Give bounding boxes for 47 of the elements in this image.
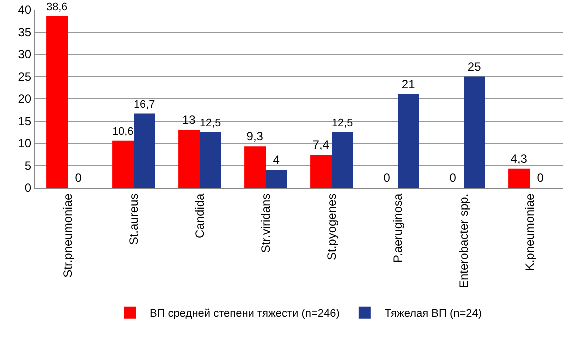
data-label: 10,6 bbox=[112, 126, 134, 138]
bar bbox=[332, 132, 354, 188]
x-tick-label: Str.pneumoniae bbox=[60, 193, 75, 278]
bar bbox=[178, 130, 200, 188]
data-label: 0 bbox=[537, 171, 544, 185]
y-tick-label: 5 bbox=[24, 158, 32, 173]
data-label: 21 bbox=[402, 78, 416, 92]
bar bbox=[112, 140, 134, 188]
x-tick-label: Str.viridans bbox=[258, 194, 273, 254]
data-label: 9,3 bbox=[246, 130, 264, 144]
y-tick-label: 10 bbox=[18, 136, 32, 151]
y-tick-label: 15 bbox=[18, 114, 32, 128]
data-label: 0 bbox=[450, 171, 457, 185]
bar bbox=[398, 94, 420, 188]
x-tick-label: Candida bbox=[192, 193, 207, 239]
y-tick-label: 40 bbox=[18, 3, 32, 18]
data-label: 4,3 bbox=[510, 152, 528, 166]
data-label: 25 bbox=[468, 60, 482, 74]
x-tick-label: K.pneumoniae bbox=[522, 193, 537, 272]
x-tick-label: Enterobacter spp. bbox=[456, 194, 471, 289]
x-tick-label: St.pyogenes bbox=[324, 194, 339, 261]
bar bbox=[266, 170, 288, 188]
data-label: 12,5 bbox=[332, 118, 354, 130]
legend-label: Тяжелая ВП (n=24) bbox=[384, 308, 482, 320]
bar bbox=[244, 146, 266, 188]
data-label: 13 bbox=[182, 113, 196, 128]
data-label: 0 bbox=[384, 171, 391, 185]
data-label: 7,4 bbox=[312, 138, 330, 152]
data-label: 16,7 bbox=[134, 98, 156, 111]
legend-label: ВП средней степени тяжести (n=246) bbox=[150, 308, 340, 320]
data-label: 4 bbox=[273, 153, 280, 168]
data-label: 12,5 bbox=[200, 118, 222, 130]
y-tick-label: 25 bbox=[18, 70, 32, 84]
data-label: 0 bbox=[75, 171, 82, 185]
bar bbox=[464, 76, 486, 188]
y-tick-label: 0 bbox=[24, 181, 32, 196]
bar bbox=[310, 155, 332, 188]
y-tick-label: 35 bbox=[18, 25, 32, 40]
bar bbox=[508, 168, 530, 188]
y-tick-label: 30 bbox=[18, 48, 32, 62]
x-tick-label: P.aeruginosa bbox=[390, 193, 405, 263]
bar bbox=[134, 114, 156, 188]
x-tick-label: St.aureus bbox=[126, 194, 141, 246]
bar bbox=[200, 132, 222, 188]
bar bbox=[46, 16, 68, 188]
y-tick-label: 20 bbox=[18, 92, 32, 106]
data-label: 38,6 bbox=[46, 2, 68, 14]
